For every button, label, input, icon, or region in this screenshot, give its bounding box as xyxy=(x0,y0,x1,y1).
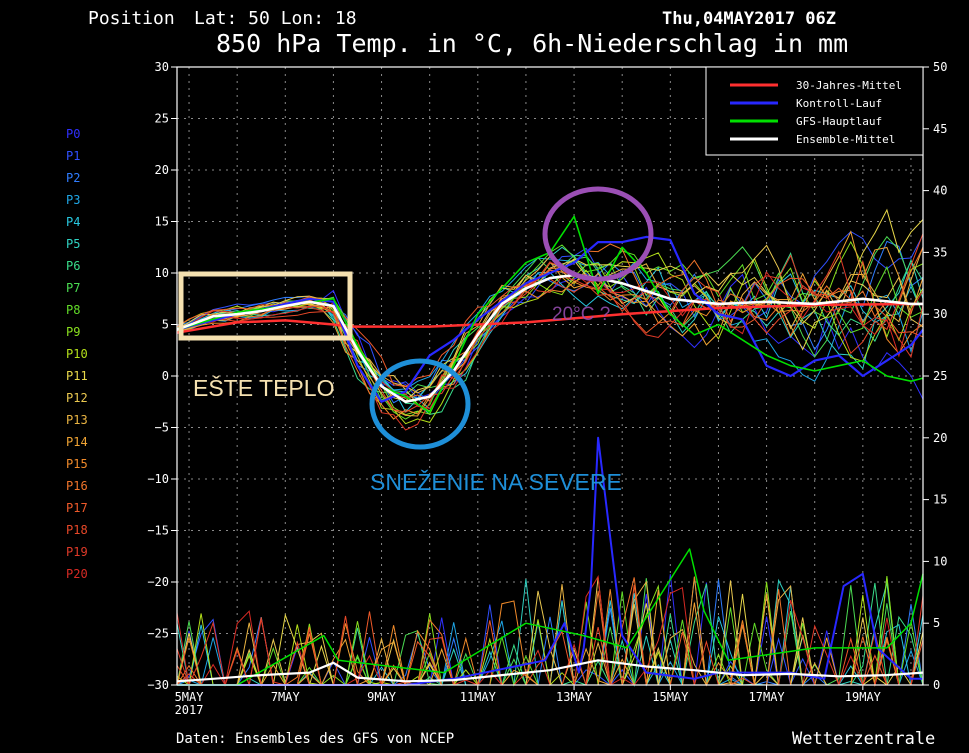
member-precip-line xyxy=(177,577,923,687)
member-label: P20 xyxy=(66,567,88,581)
member-label: P16 xyxy=(66,479,88,493)
y-left-tick-label: −5 xyxy=(155,421,169,435)
member-label: P0 xyxy=(66,127,80,141)
y-left-tick-label: 5 xyxy=(162,318,169,332)
member-label: P15 xyxy=(66,457,88,471)
member-temp-line xyxy=(176,244,924,412)
y-left-tick-label: 15 xyxy=(155,215,169,229)
snow-annotation-text: SNEŽENIE NA SEVERE xyxy=(370,469,622,495)
x-tick-label: 5MAY xyxy=(175,690,205,704)
member-temp-line xyxy=(176,240,924,404)
kontroll-lauf-line xyxy=(176,235,924,403)
member-label: P2 xyxy=(66,171,80,185)
y-right-tick-label: 0 xyxy=(933,678,940,692)
y-left-tick-label: 30 xyxy=(155,60,169,74)
ensemble-mittel-line xyxy=(176,273,923,404)
y-right-tick-label: 20 xyxy=(933,431,947,445)
x-tick-label: 15MAY xyxy=(652,690,689,704)
gfs-hauptlauf-line xyxy=(176,215,924,413)
x-tick-label: 17MAY xyxy=(749,690,786,704)
y-axis-left: −30 −25 −20 −15 −10 −5 0 5 10 15 20 25 30 xyxy=(147,60,177,692)
warm-annotation-box xyxy=(178,271,353,341)
data-source-label: Daten: Ensembles des GFS von NCEP xyxy=(176,731,454,747)
plot-frame xyxy=(176,66,924,686)
y-left-tick-label: −25 xyxy=(147,627,169,641)
y-right-tick-label: 5 xyxy=(933,616,940,630)
y-left-tick-label: 25 xyxy=(155,112,169,126)
y-left-tick-label: −10 xyxy=(147,472,169,486)
member-temp-line xyxy=(176,250,924,431)
member-label: P19 xyxy=(66,545,88,559)
legend-label: Ensemble-Mittel xyxy=(796,133,895,146)
x-tick-label: 9MAY xyxy=(367,690,397,704)
member-label: P1 xyxy=(66,149,80,163)
y-left-tick-label: 0 xyxy=(162,369,169,383)
legend-label: 30-Jahres-Mittel xyxy=(796,79,902,92)
member-label: P6 xyxy=(66,259,80,273)
member-label: P18 xyxy=(66,523,88,537)
x-tick-label: 13MAY xyxy=(556,690,593,704)
member-label: P10 xyxy=(66,347,88,361)
x-year-label: 2017 xyxy=(175,703,204,717)
date-label: Thu,04MAY2017 06Z xyxy=(662,9,836,29)
legend: 30-Jahres-Mittel Kontroll-Lauf GFS-Hauptla… xyxy=(730,79,902,146)
position-label: Position xyxy=(88,8,175,29)
chart-title: 850 hPa Temp. in °C, 6h-Niederschlag in … xyxy=(216,29,848,58)
y-right-tick-label: 35 xyxy=(933,245,947,259)
member-label: P13 xyxy=(66,413,88,427)
legend-label: Kontroll-Lauf xyxy=(796,97,882,110)
y-left-tick-label: 20 xyxy=(155,163,169,177)
member-temp-line xyxy=(176,261,924,409)
y-left-tick-label: 10 xyxy=(155,266,169,280)
member-label: P11 xyxy=(66,369,88,383)
member-label: P5 xyxy=(66,237,80,251)
main-series-lines xyxy=(176,215,924,686)
member-label: P4 xyxy=(66,215,80,229)
question-annotation-circle xyxy=(542,186,654,282)
member-label: P7 xyxy=(66,281,80,295)
latlon-label: Lat: 50 Lon: 18 xyxy=(194,8,357,29)
x-tick-label: 11MAY xyxy=(460,690,497,704)
y-left-tick-label: −20 xyxy=(147,575,169,589)
gfs-hauptlauf-niederschlag-line xyxy=(177,548,924,686)
y-right-tick-label: 45 xyxy=(933,122,947,136)
warm-annotation-text: EŠTE TEPLO xyxy=(193,374,334,401)
x-axis: 5MAY 7MAY 9MAY 11MAY 13MAY 15MAY 17MAY 19MAY 201… xyxy=(175,685,882,717)
y-left-tick-label: −15 xyxy=(147,524,169,538)
y-right-tick-label: 40 xyxy=(933,184,947,198)
ensemble-mittel-niederschlag-line xyxy=(176,659,924,683)
x-tick-label: 19MAY xyxy=(845,690,882,704)
member-label: P3 xyxy=(66,193,80,207)
member-label: P9 xyxy=(66,325,80,339)
y-right-tick-label: 25 xyxy=(933,369,947,383)
member-label: P8 xyxy=(66,303,80,317)
legend-label: GFS-Hauptlauf xyxy=(796,115,882,128)
kontroll-lauf-niederschlag-line xyxy=(177,436,923,686)
30-jahres-mittel-line xyxy=(176,302,924,334)
member-labels: P0 P1 P2 P3 P4 P5 P6 P7 P8 P9 P10 P11 P12 P13 P14 P15 P1… xyxy=(66,127,88,581)
member-label: P17 xyxy=(66,501,88,515)
member-label: P14 xyxy=(66,435,88,449)
x-tick-label: 7MAY xyxy=(271,690,301,704)
y-axis-right: 0 5 10 15 20 25 30 35 40 45 50 xyxy=(923,60,947,692)
y-left-tick-label: −30 xyxy=(147,678,169,692)
brand-label: Wetterzentrale xyxy=(792,729,935,749)
y-right-tick-label: 50 xyxy=(933,60,947,74)
y-right-tick-label: 30 xyxy=(933,307,947,321)
member-label: P12 xyxy=(66,391,88,405)
y-right-tick-label: 15 xyxy=(933,493,947,507)
question-annotation-text: 20°C ? xyxy=(552,304,610,325)
y-right-tick-label: 10 xyxy=(933,554,947,568)
snow-annotation-circle xyxy=(369,358,471,450)
